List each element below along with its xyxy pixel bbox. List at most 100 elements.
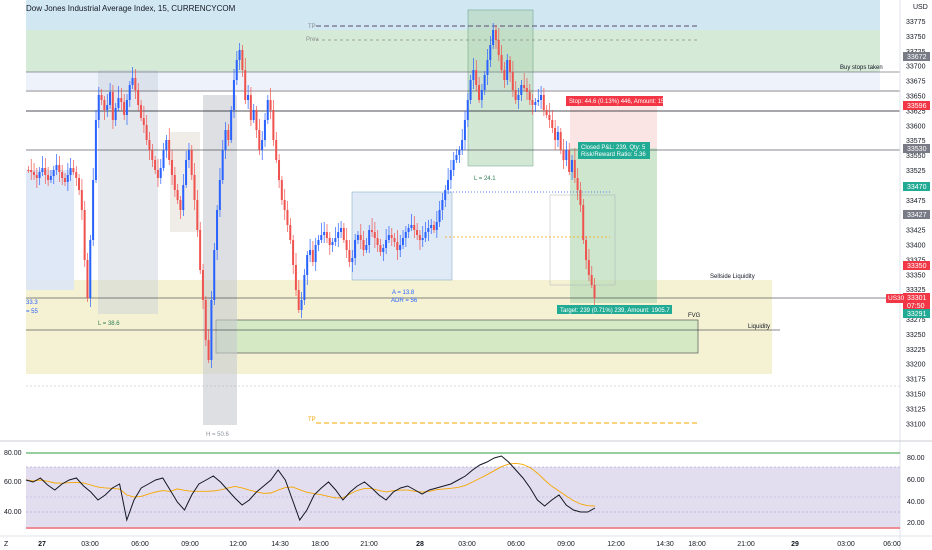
candle-body (421, 238, 424, 240)
candle-body (32, 172, 35, 175)
symbol-tag[interactable]: US30 (886, 294, 907, 303)
level-tp-top: TP (308, 24, 316, 30)
candle-body (199, 230, 202, 270)
price-tag-box (903, 261, 930, 270)
candle-body (432, 225, 435, 230)
price-tag-label: 33291 (907, 311, 927, 318)
timezone-label: Z (4, 541, 9, 548)
candle-body (514, 90, 517, 100)
candle-body (489, 45, 492, 60)
candle-body (230, 110, 233, 140)
candle-body (525, 88, 528, 92)
candle-body (385, 240, 388, 248)
candle-body (154, 160, 157, 170)
candle-body (173, 175, 176, 190)
rr-label: Risk/Reward Ratio: 5.36 (581, 152, 646, 158)
candle-body (92, 180, 95, 240)
candle-body (292, 240, 295, 265)
candle-body (362, 240, 365, 250)
candle-body (83, 210, 86, 260)
candle-body (162, 150, 165, 168)
liquidity-label: Liquidity (748, 324, 770, 330)
candle-body (187, 150, 190, 160)
fvg-box (215, 319, 699, 354)
candle-body (469, 80, 472, 100)
price-tick: 33625 (906, 108, 926, 115)
level-tp-bottom: TP (308, 417, 316, 423)
candle-body (69, 168, 72, 175)
candle-body (38, 172, 41, 178)
candle-body (593, 285, 596, 298)
candle-body (196, 200, 199, 230)
candle-body (542, 95, 545, 110)
rsi-axis: 80.00 60.00 40.00 80.00 60.00 40.00 20.00 (4, 450, 925, 527)
candle-body (306, 255, 309, 275)
time-tick: 27 (38, 541, 46, 548)
price-tick: 33650 (906, 94, 926, 101)
candle-body (289, 225, 292, 240)
candle-body (475, 70, 478, 85)
time-tick: 18:00 (688, 541, 706, 548)
price-tick: 33125 (906, 406, 926, 413)
candle-body (207, 340, 210, 360)
candle-body (393, 238, 396, 242)
price-tick: 33675 (906, 79, 926, 86)
time-tick: 06:00 (507, 541, 525, 548)
candle-body (382, 248, 385, 252)
session-box-4 (203, 95, 237, 425)
price-tag-label: 33596 (907, 103, 927, 110)
candle-body (455, 155, 458, 160)
candle-body (365, 245, 368, 250)
candle-body (44, 168, 47, 175)
candle-body (339, 228, 342, 232)
candle-body (559, 132, 562, 150)
candle-body (218, 180, 221, 210)
candle-body (548, 115, 551, 120)
pnl-label-box (578, 142, 650, 159)
price-tag-label: 33470 (907, 184, 927, 191)
position-box-outline (549, 194, 616, 286)
candle-body (297, 290, 300, 310)
candle-body (123, 102, 126, 115)
candle-body (345, 240, 348, 250)
stop-label: Stop: 44.6 (0.13%) 446, Amount: 15... (569, 99, 670, 105)
price-axis[interactable]: USD3377533750337253370033675336503362533… (903, 4, 930, 428)
position-target-zone (570, 148, 657, 303)
price-tick: 33525 (906, 168, 926, 175)
candle-body (556, 132, 559, 140)
candle-body (179, 200, 182, 210)
candle-body (286, 210, 289, 225)
candle-body (182, 185, 185, 210)
candle-body (503, 70, 506, 80)
buy-stops-range (26, 30, 880, 72)
time-tick: 03:00 (458, 541, 476, 548)
candle-body (52, 170, 55, 176)
candle-body (235, 60, 238, 80)
candle-body (269, 100, 272, 110)
candle-body (190, 150, 193, 175)
candle-body (227, 130, 230, 140)
session-box-1 (26, 170, 74, 290)
time-axis[interactable]: Z 27 03:00 06:00 09:00 12:00 14:30 18:00 21:00 28… (4, 541, 901, 548)
candle-body (396, 242, 399, 250)
candle-body (585, 240, 588, 260)
candle-body (63, 178, 66, 182)
candle-body (201, 270, 204, 300)
candle-body (461, 140, 464, 150)
candle-body (368, 230, 371, 245)
time-tick: 12:00 (229, 541, 247, 548)
candle-body (168, 140, 171, 160)
candlestick-series (27, 23, 596, 368)
candle-body (185, 160, 188, 185)
candle-body (435, 222, 438, 230)
candle-body (111, 92, 114, 120)
candle-body (480, 90, 483, 100)
level-prev: Prev (306, 37, 318, 43)
candle-body (413, 225, 416, 230)
price-tick: 33700 (906, 64, 926, 71)
time-tick: 09:00 (181, 541, 199, 548)
left-stat-2: = 55 (26, 309, 39, 315)
candle-body (170, 160, 173, 175)
candle-body (58, 165, 61, 172)
